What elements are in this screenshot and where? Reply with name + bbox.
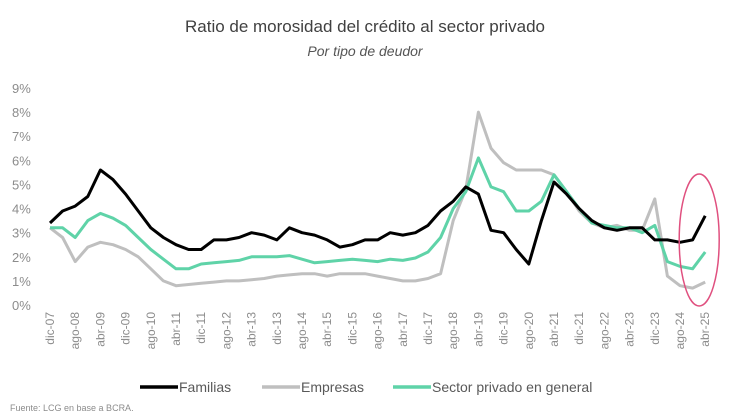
x-tick-label: dic-07 [43,312,57,345]
chart-title: Ratio de morosidad del crédito al sector… [185,17,545,36]
x-tick-label: dic-23 [648,312,662,345]
x-tick-label: abr-25 [698,312,712,347]
legend-label: Empresas [301,379,364,395]
x-tick-label: ago-24 [673,312,687,350]
x-tick-label: ago-20 [522,312,536,350]
x-tick-label: abr-09 [93,312,107,347]
x-tick-label: abr-21 [547,312,561,347]
x-tick-label: ago-08 [68,312,82,350]
x-tick-label: abr-13 [245,312,259,347]
legend-label: Sector privado en general [432,379,592,395]
legend-label: Familias [179,379,231,395]
legend-item: Sector privado en general [393,379,592,395]
x-tick-label: ago-12 [219,312,233,350]
y-tick-label: 8% [12,105,31,120]
y-tick-label: 2% [12,250,31,265]
highlight-ellipse [678,173,720,307]
x-tick-label: dic-19 [497,312,511,345]
x-tick-label: dic-21 [572,312,586,345]
series-line-familias [48,168,707,266]
y-axis: 0% 1% 2% 3% 4% 5% 6% 7% 8% 9% [12,81,31,313]
x-tick-label: ago-22 [597,312,611,350]
y-tick-label: 0% [12,298,31,313]
source-note: Fuente: LCG en base a BCRA. [10,403,134,413]
x-tick-label: ago-16 [371,312,385,350]
x-tick-label: ago-18 [446,312,460,350]
x-tick-label: abr-23 [623,312,637,347]
x-tick-label: abr-17 [396,312,410,347]
y-tick-label: 1% [12,274,31,289]
y-tick-label: 6% [12,153,31,168]
x-tick-label: ago-10 [144,312,158,350]
x-tick-label: dic-15 [345,312,359,345]
y-tick-label: 3% [12,226,31,241]
x-tick-label: dic-11 [194,312,208,344]
chart-subtitle: Por tipo de deudor [307,43,424,59]
plot-area [48,110,707,290]
y-tick-label: 5% [12,177,31,192]
y-tick-label: 4% [12,202,31,217]
x-axis: dic-07 ago-08 abr-09 dic-09 ago-10 abr-11 dic-… [43,312,712,350]
legend-item: Familias [140,379,231,395]
x-tick-label: abr-19 [471,312,485,347]
legend-item: Empresas [262,379,364,395]
x-tick-label: dic-17 [421,312,435,345]
x-tick-label: dic-09 [119,312,133,345]
x-tick-label: abr-11 [169,312,183,346]
series-line-sector-privado-en-general [50,156,707,271]
x-tick-label: ago-14 [295,312,309,350]
y-tick-label: 9% [12,81,31,96]
y-tick-label: 7% [12,129,31,144]
legend: Familias Empresas Sector privado en genera… [140,379,592,395]
x-tick-label: abr-15 [320,312,334,347]
x-tick-label: dic-13 [270,312,284,345]
